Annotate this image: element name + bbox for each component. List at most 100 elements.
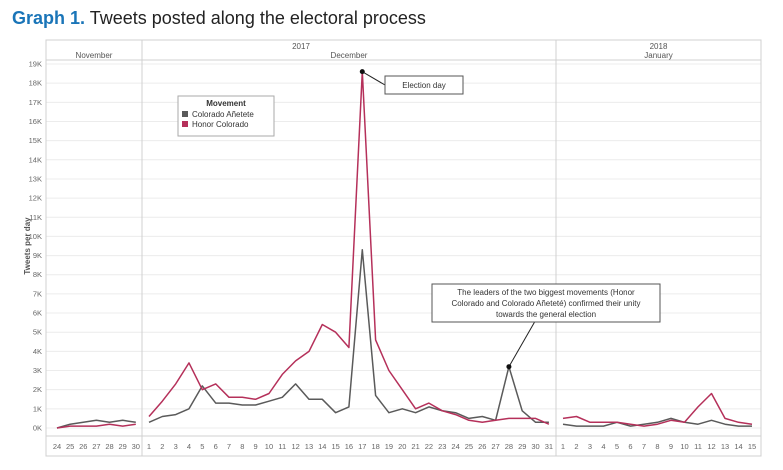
annotations: Election day The leaders of the two bigge… — [359, 69, 661, 370]
x-tick-label: 9 — [254, 442, 258, 451]
gridlines — [46, 63, 761, 429]
legend-title: Movement — [206, 99, 246, 108]
y-tick-label: 18K — [29, 79, 42, 88]
year-header: 2018 — [650, 42, 668, 51]
figure-number: Graph 1. — [12, 8, 86, 28]
x-tick-label: 5 — [200, 442, 204, 451]
x-tick-label: 7 — [227, 442, 231, 451]
y-tick-label: 7K — [33, 289, 42, 298]
x-tick-label: 20 — [398, 442, 406, 451]
annotation-box — [384, 75, 464, 95]
annotation-point — [359, 69, 365, 75]
x-tick-label: 1 — [147, 442, 151, 451]
x-tick-label: 11 — [694, 442, 702, 451]
x-tick-label: 19 — [385, 442, 393, 451]
x-tick-label: 10 — [680, 442, 688, 451]
annotation-point — [506, 364, 512, 370]
y-tick-label: 8K — [33, 270, 42, 279]
series-line — [562, 392, 753, 427]
month-header: December — [331, 51, 368, 60]
column-headers: 2017 2018 November December January — [76, 42, 673, 60]
annotation-leader — [508, 321, 536, 367]
x-tick-label: 10 — [265, 442, 273, 451]
annotation-text: towards the general election — [496, 310, 596, 319]
y-tick-label: 16K — [29, 117, 42, 126]
x-tick-label: 6 — [628, 442, 632, 451]
y-tick-label: 6K — [33, 309, 42, 318]
x-tick-label: 28 — [505, 442, 513, 451]
series-line — [56, 423, 136, 429]
chart-frame — [45, 39, 762, 457]
x-tick-label: 8 — [240, 442, 244, 451]
month-header: November — [76, 51, 113, 60]
x-tick-label: 1 — [561, 442, 565, 451]
annotation-leader — [362, 71, 386, 86]
y-tick-label: 5K — [33, 328, 42, 337]
y-tick-label: 17K — [29, 98, 42, 107]
legend-swatch — [182, 111, 188, 117]
y-tick-label: 1K — [33, 404, 42, 413]
y-tick-label: 12K — [29, 194, 42, 203]
x-tick-label: 13 — [721, 442, 729, 451]
annotation-text: The leaders of the two biggest movements… — [457, 288, 635, 297]
y-tick-label: 2K — [33, 385, 42, 394]
series-line — [56, 419, 136, 429]
x-tick-label: 11 — [278, 442, 286, 451]
x-tick-label: 26 — [79, 442, 87, 451]
x-tick-label: 31 — [545, 442, 553, 451]
x-tick-label: 2 — [574, 442, 578, 451]
y-tick-label: 3K — [33, 366, 42, 375]
x-tick-label: 15 — [331, 442, 339, 451]
panel-frames — [45, 39, 762, 457]
x-tick-label: 16 — [345, 442, 353, 451]
x-tick-label: 21 — [411, 442, 419, 451]
series-line — [562, 417, 752, 427]
year-header: 2017 — [292, 42, 310, 51]
x-tick-label: 4 — [601, 442, 605, 451]
x-tick-label: 12 — [291, 442, 299, 451]
annotation-text: Colorado and Colorado Añeteté) confirmed… — [452, 299, 641, 308]
x-tick-label: 27 — [92, 442, 100, 451]
y-tick-label: 0K — [33, 424, 42, 433]
y-tick-label: 15K — [29, 136, 42, 145]
x-tick-label: 23 — [438, 442, 446, 451]
y-tick-label: 4K — [33, 347, 42, 356]
x-tick-label: 7 — [642, 442, 646, 451]
x-tick-label: 27 — [491, 442, 499, 451]
legend-box — [177, 95, 275, 137]
figure-title-text: Tweets posted along the electoral proces… — [89, 8, 426, 28]
x-tick-label: 15 — [748, 442, 756, 451]
x-tick-label: 30 — [531, 442, 539, 451]
annotation-text: Election day — [402, 81, 446, 90]
y-axis-label: Tweets per day — [23, 217, 32, 275]
x-tick-label: 2 — [160, 442, 164, 451]
x-tick-label: 13 — [305, 442, 313, 451]
x-tick-label: 18 — [371, 442, 379, 451]
x-tick-label: 5 — [615, 442, 619, 451]
x-tick-label: 3 — [588, 442, 592, 451]
figure-title: Graph 1. Tweets posted along the elector… — [12, 8, 426, 29]
series-line — [148, 249, 549, 424]
axes: 0K1K2K3K4K5K6K7K8K9K10K11K12K13K14K15K16… — [23, 60, 756, 452]
series-line — [148, 70, 550, 425]
x-tick-label: 25 — [66, 442, 74, 451]
x-tick-label: 9 — [669, 442, 673, 451]
x-tick-label: 22 — [425, 442, 433, 451]
y-tick-label: 13K — [29, 174, 42, 183]
x-tick-label: 24 — [53, 442, 61, 451]
y-tick-label: 11K — [29, 213, 42, 222]
x-tick-label: 30 — [132, 442, 140, 451]
y-tick-label: 14K — [29, 155, 42, 164]
legend-entry: Honor Colorado — [192, 120, 249, 129]
y-tick-label: 19K — [29, 60, 42, 69]
x-tick-label: 26 — [478, 442, 486, 451]
x-tick-label: 14 — [734, 442, 742, 451]
y-tick-label: 10K — [29, 232, 42, 241]
x-tick-label: 29 — [518, 442, 526, 451]
x-tick-label: 12 — [707, 442, 715, 451]
x-tick-label: 25 — [465, 442, 473, 451]
legend-entry: Colorado Añetete — [192, 110, 254, 119]
x-tick-label: 3 — [174, 442, 178, 451]
